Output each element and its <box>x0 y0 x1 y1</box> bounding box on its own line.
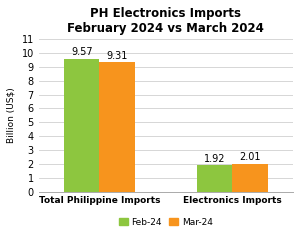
Title: PH Electronics Imports
February 2024 vs March 2024: PH Electronics Imports February 2024 vs … <box>68 7 264 35</box>
Bar <box>64 59 100 192</box>
Bar <box>197 165 232 192</box>
Bar <box>232 164 268 192</box>
Legend: Feb-24, Mar-24: Feb-24, Mar-24 <box>115 214 216 230</box>
Text: 9.31: 9.31 <box>106 51 128 61</box>
Text: 9.57: 9.57 <box>71 47 93 57</box>
Text: 2.01: 2.01 <box>239 152 261 162</box>
Text: 1.92: 1.92 <box>204 154 225 164</box>
Bar <box>100 62 135 192</box>
Y-axis label: Billion (US$): Billion (US$) <box>7 88 16 143</box>
